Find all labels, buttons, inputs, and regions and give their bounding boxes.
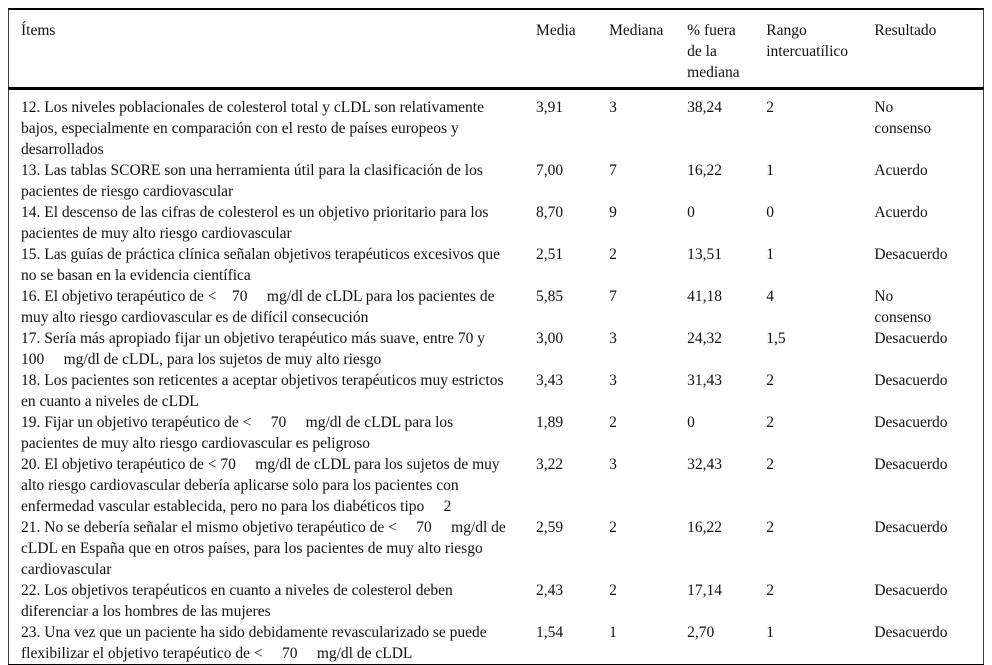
table-row: 15. Las guías de práctica clínica señala… xyxy=(9,244,984,286)
cell-mediana: 1 xyxy=(609,624,617,641)
cell-rango: 2 xyxy=(766,582,774,599)
table-row: 23. Una vez que un paciente ha sido debi… xyxy=(9,622,984,665)
cell-rango: 4 xyxy=(766,288,774,305)
table-row: 16. El objetivo terapéutico de < 70 mg/d… xyxy=(9,286,984,328)
table-row: 21. No se debería señalar el mismo objet… xyxy=(9,517,984,580)
cell-pct-fuera: 38,24 xyxy=(687,99,723,116)
cell-mediana: 2 xyxy=(609,414,617,431)
cell-rango: 0 xyxy=(766,204,774,221)
cell-pct-fuera: 2,70 xyxy=(687,624,715,641)
cell-rango: 1,5 xyxy=(766,330,786,347)
cell-resultado: Acuerdo xyxy=(874,162,928,179)
cell-resultado: Desacuerdo xyxy=(874,414,948,431)
column-header-pct-fuera: % fuera de la mediana xyxy=(687,22,740,81)
cell-resultado: Desacuerdo xyxy=(874,456,948,473)
cell-rango: 1 xyxy=(766,246,774,263)
table-row: 20. El objetivo terapéutico de < 70 mg/d… xyxy=(9,454,984,517)
cell-pct-fuera: 13,51 xyxy=(687,246,723,263)
cell-resultado: Desacuerdo xyxy=(874,330,948,347)
cell-pct-fuera: 0 xyxy=(687,204,695,221)
cell-item: 16. El objetivo terapéutico de < 70 mg/d… xyxy=(21,288,499,326)
table-row: 17. Sería más apropiado fijar un objetiv… xyxy=(9,328,984,370)
cell-media: 3,22 xyxy=(536,456,564,473)
table-row: 13. Las tablas SCORE son una herramienta… xyxy=(9,160,984,202)
cell-mediana: 9 xyxy=(609,204,617,221)
cell-resultado: Acuerdo xyxy=(874,204,928,221)
cell-pct-fuera: 24,32 xyxy=(687,330,723,347)
header-row: Ítems Media Mediana % fuera de la median… xyxy=(8,9,984,89)
cell-rango: 2 xyxy=(766,99,774,116)
cell-mediana: 3 xyxy=(609,372,617,389)
cell-item: 20. El objetivo terapéutico de < 70 mg/d… xyxy=(21,456,504,515)
cell-resultado: Desacuerdo xyxy=(874,582,948,599)
cell-item: 23. Una vez que un paciente ha sido debi… xyxy=(21,624,491,662)
cell-mediana: 3 xyxy=(609,456,617,473)
cell-resultado: No consenso xyxy=(874,288,932,326)
cell-item: 15. Las guías de práctica clínica señala… xyxy=(21,246,504,284)
delphi-items-table: Ítems Media Mediana % fuera de la median… xyxy=(8,8,984,665)
cell-media: 2,59 xyxy=(536,519,564,536)
cell-mediana: 7 xyxy=(609,162,617,179)
cell-resultado: Desacuerdo xyxy=(874,624,948,641)
cell-resultado: Desacuerdo xyxy=(874,519,948,536)
column-header-mediana: Mediana xyxy=(609,22,664,39)
cell-item: 13. Las tablas SCORE son una herramienta… xyxy=(21,162,487,200)
cell-item: 19. Fijar un objetivo terapéutico de < 7… xyxy=(21,414,458,452)
cell-resultado: No consenso xyxy=(874,99,932,137)
cell-mediana: 3 xyxy=(609,99,617,116)
cell-rango: 1 xyxy=(766,162,774,179)
cell-item: 21. No se debería señalar el mismo objet… xyxy=(21,519,510,578)
cell-mediana: 7 xyxy=(609,288,617,305)
cell-item: 22. Los objetivos terapéuticos en cuanto… xyxy=(21,582,457,620)
cell-resultado: Desacuerdo xyxy=(874,246,948,263)
cell-pct-fuera: 31,43 xyxy=(687,372,723,389)
cell-mediana: 2 xyxy=(609,582,617,599)
column-header-rango: Rango intercuatílico xyxy=(766,22,849,60)
cell-pct-fuera: 16,22 xyxy=(687,519,723,536)
cell-media: 3,91 xyxy=(536,99,564,116)
cell-pct-fuera: 32,43 xyxy=(687,456,723,473)
cell-rango: 2 xyxy=(766,456,774,473)
cell-media: 3,00 xyxy=(536,330,564,347)
cell-rango: 1 xyxy=(766,624,774,641)
cell-media: 8,70 xyxy=(536,204,564,221)
cell-item: 14. El descenso de las cifras de coleste… xyxy=(21,204,493,242)
cell-pct-fuera: 16,22 xyxy=(687,162,723,179)
table-body: 12. Los niveles poblacionales de coleste… xyxy=(9,89,984,665)
cell-mediana: 2 xyxy=(609,519,617,536)
cell-media: 1,89 xyxy=(536,414,564,431)
column-header-items: Ítems xyxy=(21,22,56,39)
cell-media: 1,54 xyxy=(536,624,564,641)
table-row: 14. El descenso de las cifras de coleste… xyxy=(9,202,984,244)
cell-media: 2,43 xyxy=(536,582,564,599)
cell-rango: 2 xyxy=(766,372,774,389)
cell-media: 7,00 xyxy=(536,162,564,179)
cell-resultado: Desacuerdo xyxy=(874,372,948,389)
column-header-media: Media xyxy=(536,22,576,39)
table-row: 22. Los objetivos terapéuticos en cuanto… xyxy=(9,580,984,622)
cell-pct-fuera: 41,18 xyxy=(687,288,723,305)
table-row: 19. Fijar un objetivo terapéutico de < 7… xyxy=(9,412,984,454)
table-row: 18. Los pacientes son reticentes a acept… xyxy=(9,370,984,412)
cell-mediana: 2 xyxy=(609,246,617,263)
cell-media: 2,51 xyxy=(536,246,564,263)
column-header-resultado: Resultado xyxy=(874,22,937,39)
cell-item: 12. Los niveles poblacionales de coleste… xyxy=(21,99,488,158)
cell-item: 17. Sería más apropiado fijar un objetiv… xyxy=(21,330,489,368)
table-row: 12. Los niveles poblacionales de coleste… xyxy=(9,89,984,161)
cell-rango: 2 xyxy=(766,519,774,536)
cell-item: 18. Los pacientes son reticentes a acept… xyxy=(21,372,508,410)
cell-media: 3,43 xyxy=(536,372,564,389)
cell-pct-fuera: 17,14 xyxy=(687,582,723,599)
cell-rango: 2 xyxy=(766,414,774,431)
cell-media: 5,85 xyxy=(536,288,564,305)
table-header: Ítems Media Mediana % fuera de la median… xyxy=(8,9,984,89)
cell-mediana: 3 xyxy=(609,330,617,347)
cell-pct-fuera: 0 xyxy=(687,414,695,431)
